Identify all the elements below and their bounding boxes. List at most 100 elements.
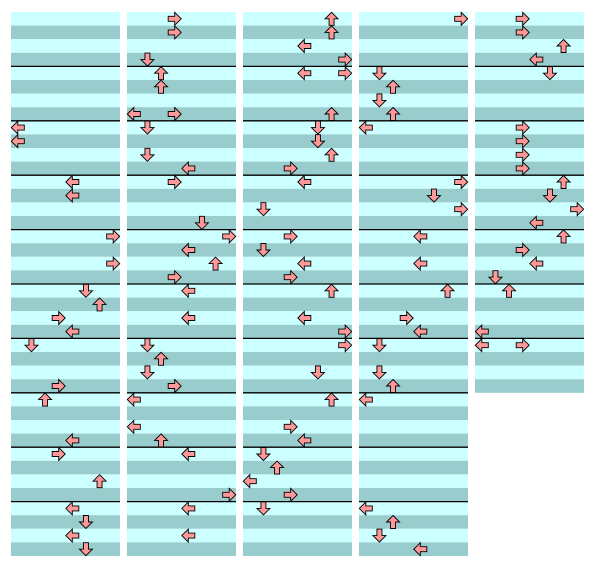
arrow-note (570, 201, 585, 217)
beat-stripe (475, 107, 584, 121)
beat-stripe (243, 216, 352, 230)
beat-stripe (11, 12, 120, 26)
arrow-note (106, 228, 121, 244)
beat-stripe (243, 148, 352, 162)
beat-stripe (243, 324, 352, 339)
beat-stripe (11, 338, 120, 352)
beat-stripe (127, 420, 236, 434)
beat-stripe (359, 433, 468, 448)
beat-stripe (243, 284, 352, 298)
beat-stripe (127, 66, 236, 80)
arrow-note (358, 500, 373, 516)
beat-stripe (475, 297, 584, 312)
arrow-note (65, 174, 80, 190)
arrow-note (10, 120, 25, 136)
arrow-note (167, 378, 182, 394)
arrow-note (474, 324, 489, 340)
beat-stripe (11, 352, 120, 366)
beat-stripe (127, 229, 236, 244)
arrow-note (78, 542, 94, 557)
beat-stripe (243, 120, 352, 135)
arrow-note (515, 160, 530, 176)
beat-stripe (243, 460, 352, 475)
arrow-note (91, 297, 108, 312)
arrow-note (515, 147, 530, 163)
beat-stripe (243, 474, 352, 488)
beat-stripe (127, 39, 236, 53)
beat-stripe (359, 25, 468, 40)
chart-column (10, 12, 121, 557)
arrow-note (439, 283, 456, 298)
arrow-note (399, 310, 414, 326)
beat-stripe (359, 161, 468, 176)
arrow-note (23, 338, 40, 353)
arrow-note (153, 79, 169, 94)
beat-stripe (243, 243, 352, 257)
beat-stripe (11, 256, 120, 271)
beat-stripe (359, 134, 468, 148)
arrow-note (10, 133, 25, 149)
arrow-note (222, 487, 237, 503)
beat-stripe (359, 460, 468, 475)
beat-stripe (243, 365, 352, 380)
arrow-note (454, 11, 469, 27)
beat-stripe (359, 447, 468, 461)
arrow-note (297, 38, 312, 54)
arrow-note (413, 324, 428, 340)
beat-stripe (475, 66, 584, 80)
arrow-note (515, 133, 530, 149)
arrow-note (371, 338, 388, 353)
arrow-note (65, 528, 80, 544)
beat-stripe (359, 392, 468, 407)
beat-stripe (475, 202, 584, 216)
beat-stripe (127, 93, 236, 108)
beat-stripe (127, 542, 236, 556)
arrow-note (194, 215, 210, 230)
beat-stripe (243, 297, 352, 312)
arrow-note (515, 242, 530, 258)
arrow-note (474, 337, 489, 353)
chart-column (126, 11, 237, 556)
beat-stripe (243, 202, 352, 216)
beat-stripe (127, 488, 236, 502)
beat-stripe (11, 107, 120, 121)
arrow-note (181, 528, 196, 544)
arrow-note (555, 229, 572, 244)
arrow-note (153, 351, 169, 366)
arrow-note (515, 120, 530, 136)
arrow-note (283, 419, 298, 435)
arrow-note (126, 106, 141, 122)
beat-stripe (127, 52, 236, 67)
arrow-note (269, 460, 285, 475)
beat-stripe (475, 324, 584, 339)
arrow-note (139, 338, 156, 353)
arrow-note (255, 202, 272, 217)
arrow-note (454, 174, 469, 190)
arrow-note (413, 228, 428, 244)
beat-stripe (127, 338, 236, 352)
beat-stripe (11, 460, 120, 475)
arrow-note (91, 474, 108, 489)
beat-stripe (243, 93, 352, 108)
beat-stripe (243, 406, 352, 420)
arrow-note (126, 392, 141, 408)
beat-stripe (11, 216, 120, 230)
arrow-note (413, 256, 428, 272)
beat-stripe (475, 229, 584, 244)
arrow-note (542, 188, 558, 203)
beat-stripe (11, 488, 120, 502)
arrow-note (515, 11, 530, 27)
arrow-note (310, 134, 326, 149)
arrow-note (78, 515, 94, 530)
arrow-note (515, 24, 530, 40)
arrow-note (338, 65, 353, 81)
arrow-note (167, 24, 182, 40)
arrow-note (126, 419, 141, 435)
arrow-note (222, 228, 237, 244)
beat-stripe (243, 392, 352, 407)
beat-stripe (243, 515, 352, 529)
beat-stripe (127, 216, 236, 230)
arrow-note (371, 66, 388, 81)
arrow-note (323, 147, 340, 162)
